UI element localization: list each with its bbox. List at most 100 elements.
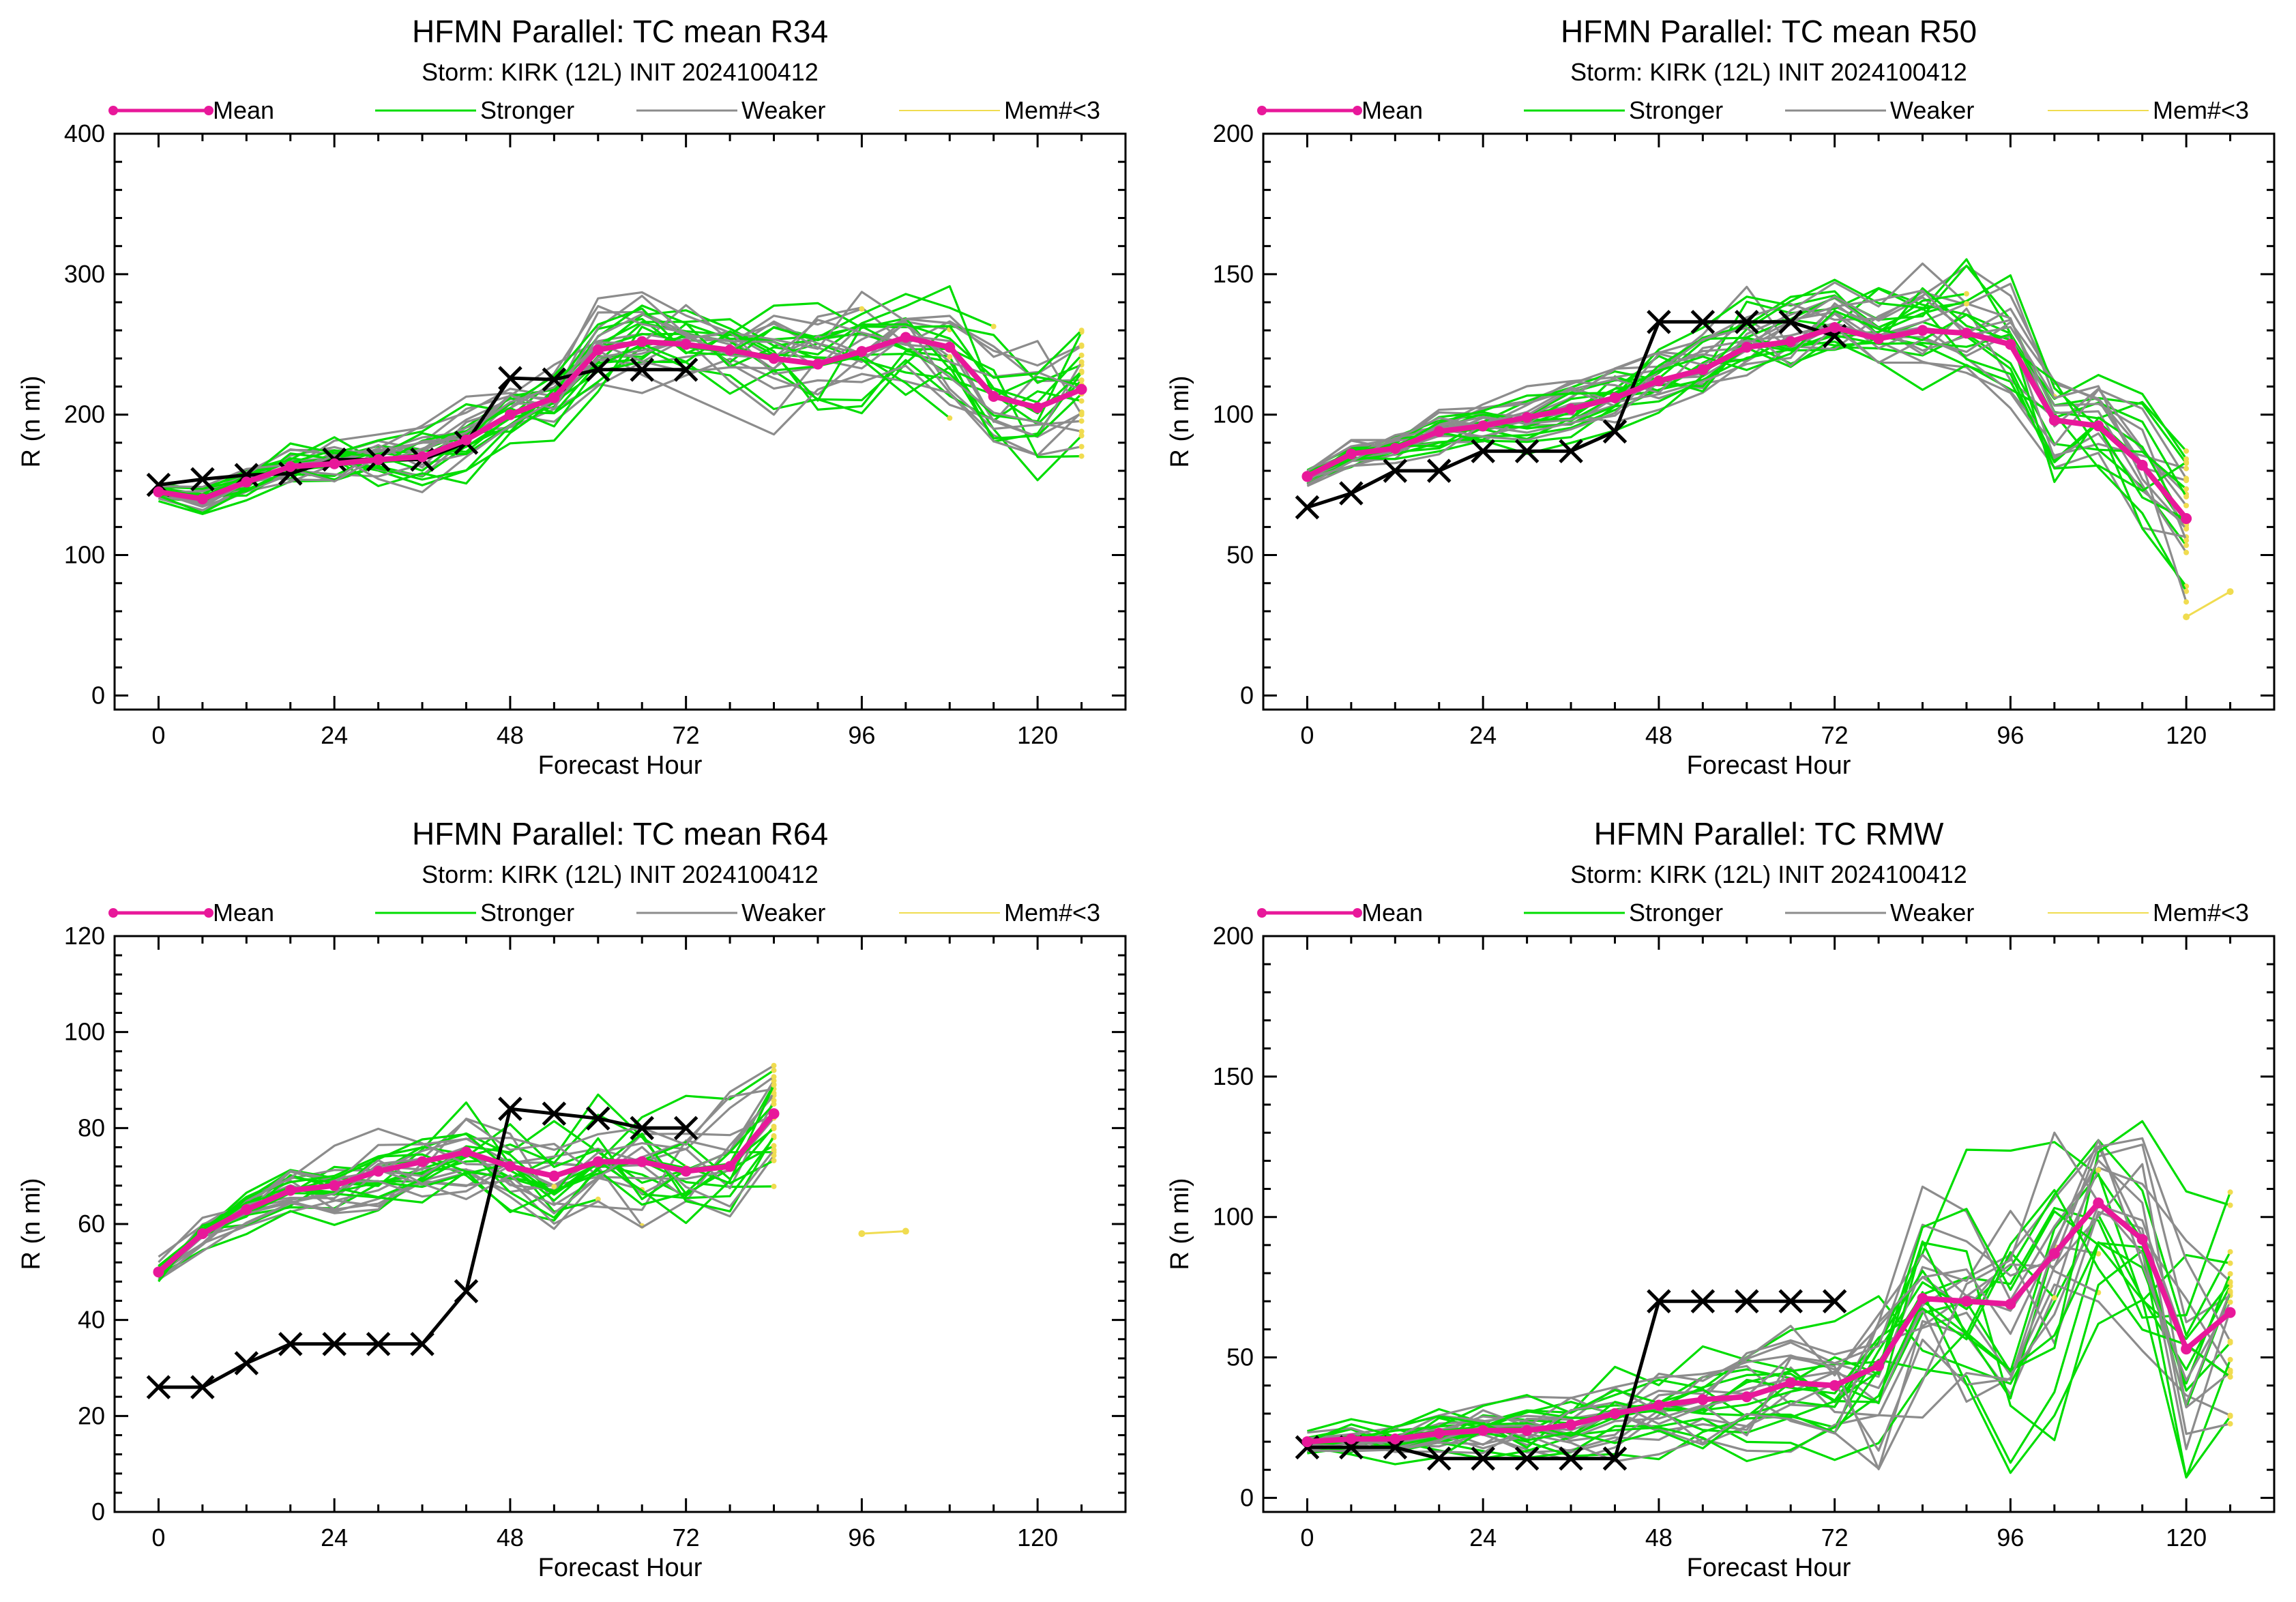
best-track-marker: [1471, 439, 1495, 463]
mean-series: [153, 332, 1087, 505]
member-end-marker: [2227, 1279, 2233, 1285]
x-tick-label: 48: [1645, 1524, 1673, 1552]
member-end-marker: [2227, 1339, 2233, 1344]
member-end-marker: [771, 1082, 777, 1088]
member-end-marker: [771, 1090, 777, 1096]
best-track: [1295, 310, 1847, 520]
member-end-marker: [1964, 301, 1969, 307]
member-end-marker: [1078, 377, 1085, 383]
member-end-marker: [771, 1074, 777, 1080]
member-end-marker: [2227, 1299, 2233, 1305]
mean-point: [1960, 327, 1972, 339]
member-end-marker: [2183, 526, 2190, 532]
y-axis-label: R (n mi): [17, 1178, 46, 1270]
legend-weaker-label: Weaker: [741, 96, 825, 124]
mean-point: [2181, 513, 2192, 525]
member-end-marker: [771, 1077, 777, 1083]
mean-point: [1301, 471, 1313, 482]
few-members-point: [2226, 588, 2234, 596]
member-line: [1307, 1166, 2231, 1440]
member-end-marker: [859, 306, 865, 312]
mean-point: [284, 1184, 296, 1196]
y-tick-label: 0: [91, 1498, 105, 1526]
mean-series: [153, 1108, 780, 1278]
mean-point: [900, 332, 911, 343]
best-track-marker: [1426, 458, 1452, 483]
mean-point: [2048, 1248, 2060, 1259]
x-tick-label: 120: [2166, 1524, 2207, 1552]
y-tick-label: 60: [78, 1210, 105, 1238]
best-track-marker: [1647, 310, 1671, 334]
member-end-marker: [2183, 494, 2190, 499]
best-track-marker: [673, 358, 698, 382]
member-end-marker: [947, 415, 953, 421]
y-tick-label: 0: [91, 681, 105, 709]
best-track-marker: [278, 1332, 303, 1356]
member-end-marker: [2227, 1271, 2233, 1277]
mean-point: [1873, 333, 1885, 345]
mean-point: [680, 338, 692, 350]
member-end-marker: [2183, 588, 2190, 594]
member-end-marker: [2183, 448, 2190, 454]
mean-point: [1697, 1394, 1709, 1406]
member-line: [1307, 1159, 2231, 1455]
mean-point: [2136, 459, 2148, 471]
few-members-line: [2185, 590, 2231, 618]
mean-point: [2093, 420, 2104, 432]
best-track-marker: [1339, 481, 1364, 506]
x-tick-label: 24: [321, 721, 348, 749]
mean-point: [1873, 1360, 1885, 1371]
few-members-point: [902, 1227, 909, 1235]
member-end-marker: [771, 1158, 777, 1163]
mean-point: [1829, 1380, 1840, 1391]
mean-point: [548, 1170, 560, 1182]
x-tick-label: 24: [1469, 1524, 1497, 1552]
member-line: [1306, 310, 2188, 490]
y-axis: 0 50 100 150 200 R (n mi): [1166, 119, 2274, 709]
chart-title: HFMN Parallel: TC RMW: [1594, 816, 1944, 851]
member-end-marker: [2183, 486, 2190, 492]
best-track-marker: [498, 1096, 523, 1121]
member-end-marker: [2227, 1369, 2233, 1375]
ensemble-members: [158, 285, 1085, 515]
legend-stronger-label: Stronger: [1629, 899, 1723, 927]
mean-point: [153, 486, 164, 497]
chart-subtitle: Storm: KIRK (12L) INIT 2024100412: [422, 58, 819, 86]
plot-frame: [113, 132, 1127, 711]
member-end-marker: [771, 1143, 777, 1149]
mean-point: [2005, 1298, 2016, 1310]
mean-point: [372, 454, 384, 465]
legend-mean-marker: [108, 908, 118, 918]
legend: Mean Stronger Weaker Mem#<3: [108, 96, 1100, 124]
member-end-marker: [1078, 359, 1085, 365]
member-end-marker: [2183, 465, 2190, 471]
mean-point: [1477, 1425, 1489, 1436]
member-end-marker: [771, 1126, 777, 1132]
y-tick-label: 80: [78, 1113, 105, 1141]
best-track-marker: [586, 358, 610, 382]
y-tick-label: 50: [1226, 1343, 1254, 1371]
best-track-marker: [630, 1116, 654, 1141]
member-line: [1307, 1251, 2055, 1444]
member-line: [158, 330, 1083, 499]
mean-point: [1697, 364, 1709, 375]
mean-point: [417, 451, 428, 463]
chart-title: HFMN Parallel: TC mean R64: [412, 816, 828, 851]
legend-few-members-label: Mem#<3: [1004, 899, 1100, 927]
best-track-marker: [1647, 1289, 1671, 1313]
mean-point: [1741, 1391, 1752, 1403]
best-track-marker: [410, 1332, 435, 1356]
member-end-marker: [771, 1067, 777, 1073]
chart-subtitle: Storm: KIRK (12L) INIT 2024100412: [1570, 58, 1967, 86]
mean-point: [1389, 1433, 1401, 1444]
y-tick-label: 150: [1213, 1062, 1254, 1090]
mean-point: [768, 1108, 780, 1120]
mean-point: [241, 476, 252, 488]
x-tick-label: 48: [497, 721, 524, 749]
mean-point: [372, 1165, 384, 1177]
mean-point: [2224, 1307, 2236, 1318]
chart-title: HFMN Parallel: TC mean R34: [412, 14, 828, 49]
mean-point: [1477, 420, 1489, 432]
member-end-marker: [2183, 503, 2190, 508]
